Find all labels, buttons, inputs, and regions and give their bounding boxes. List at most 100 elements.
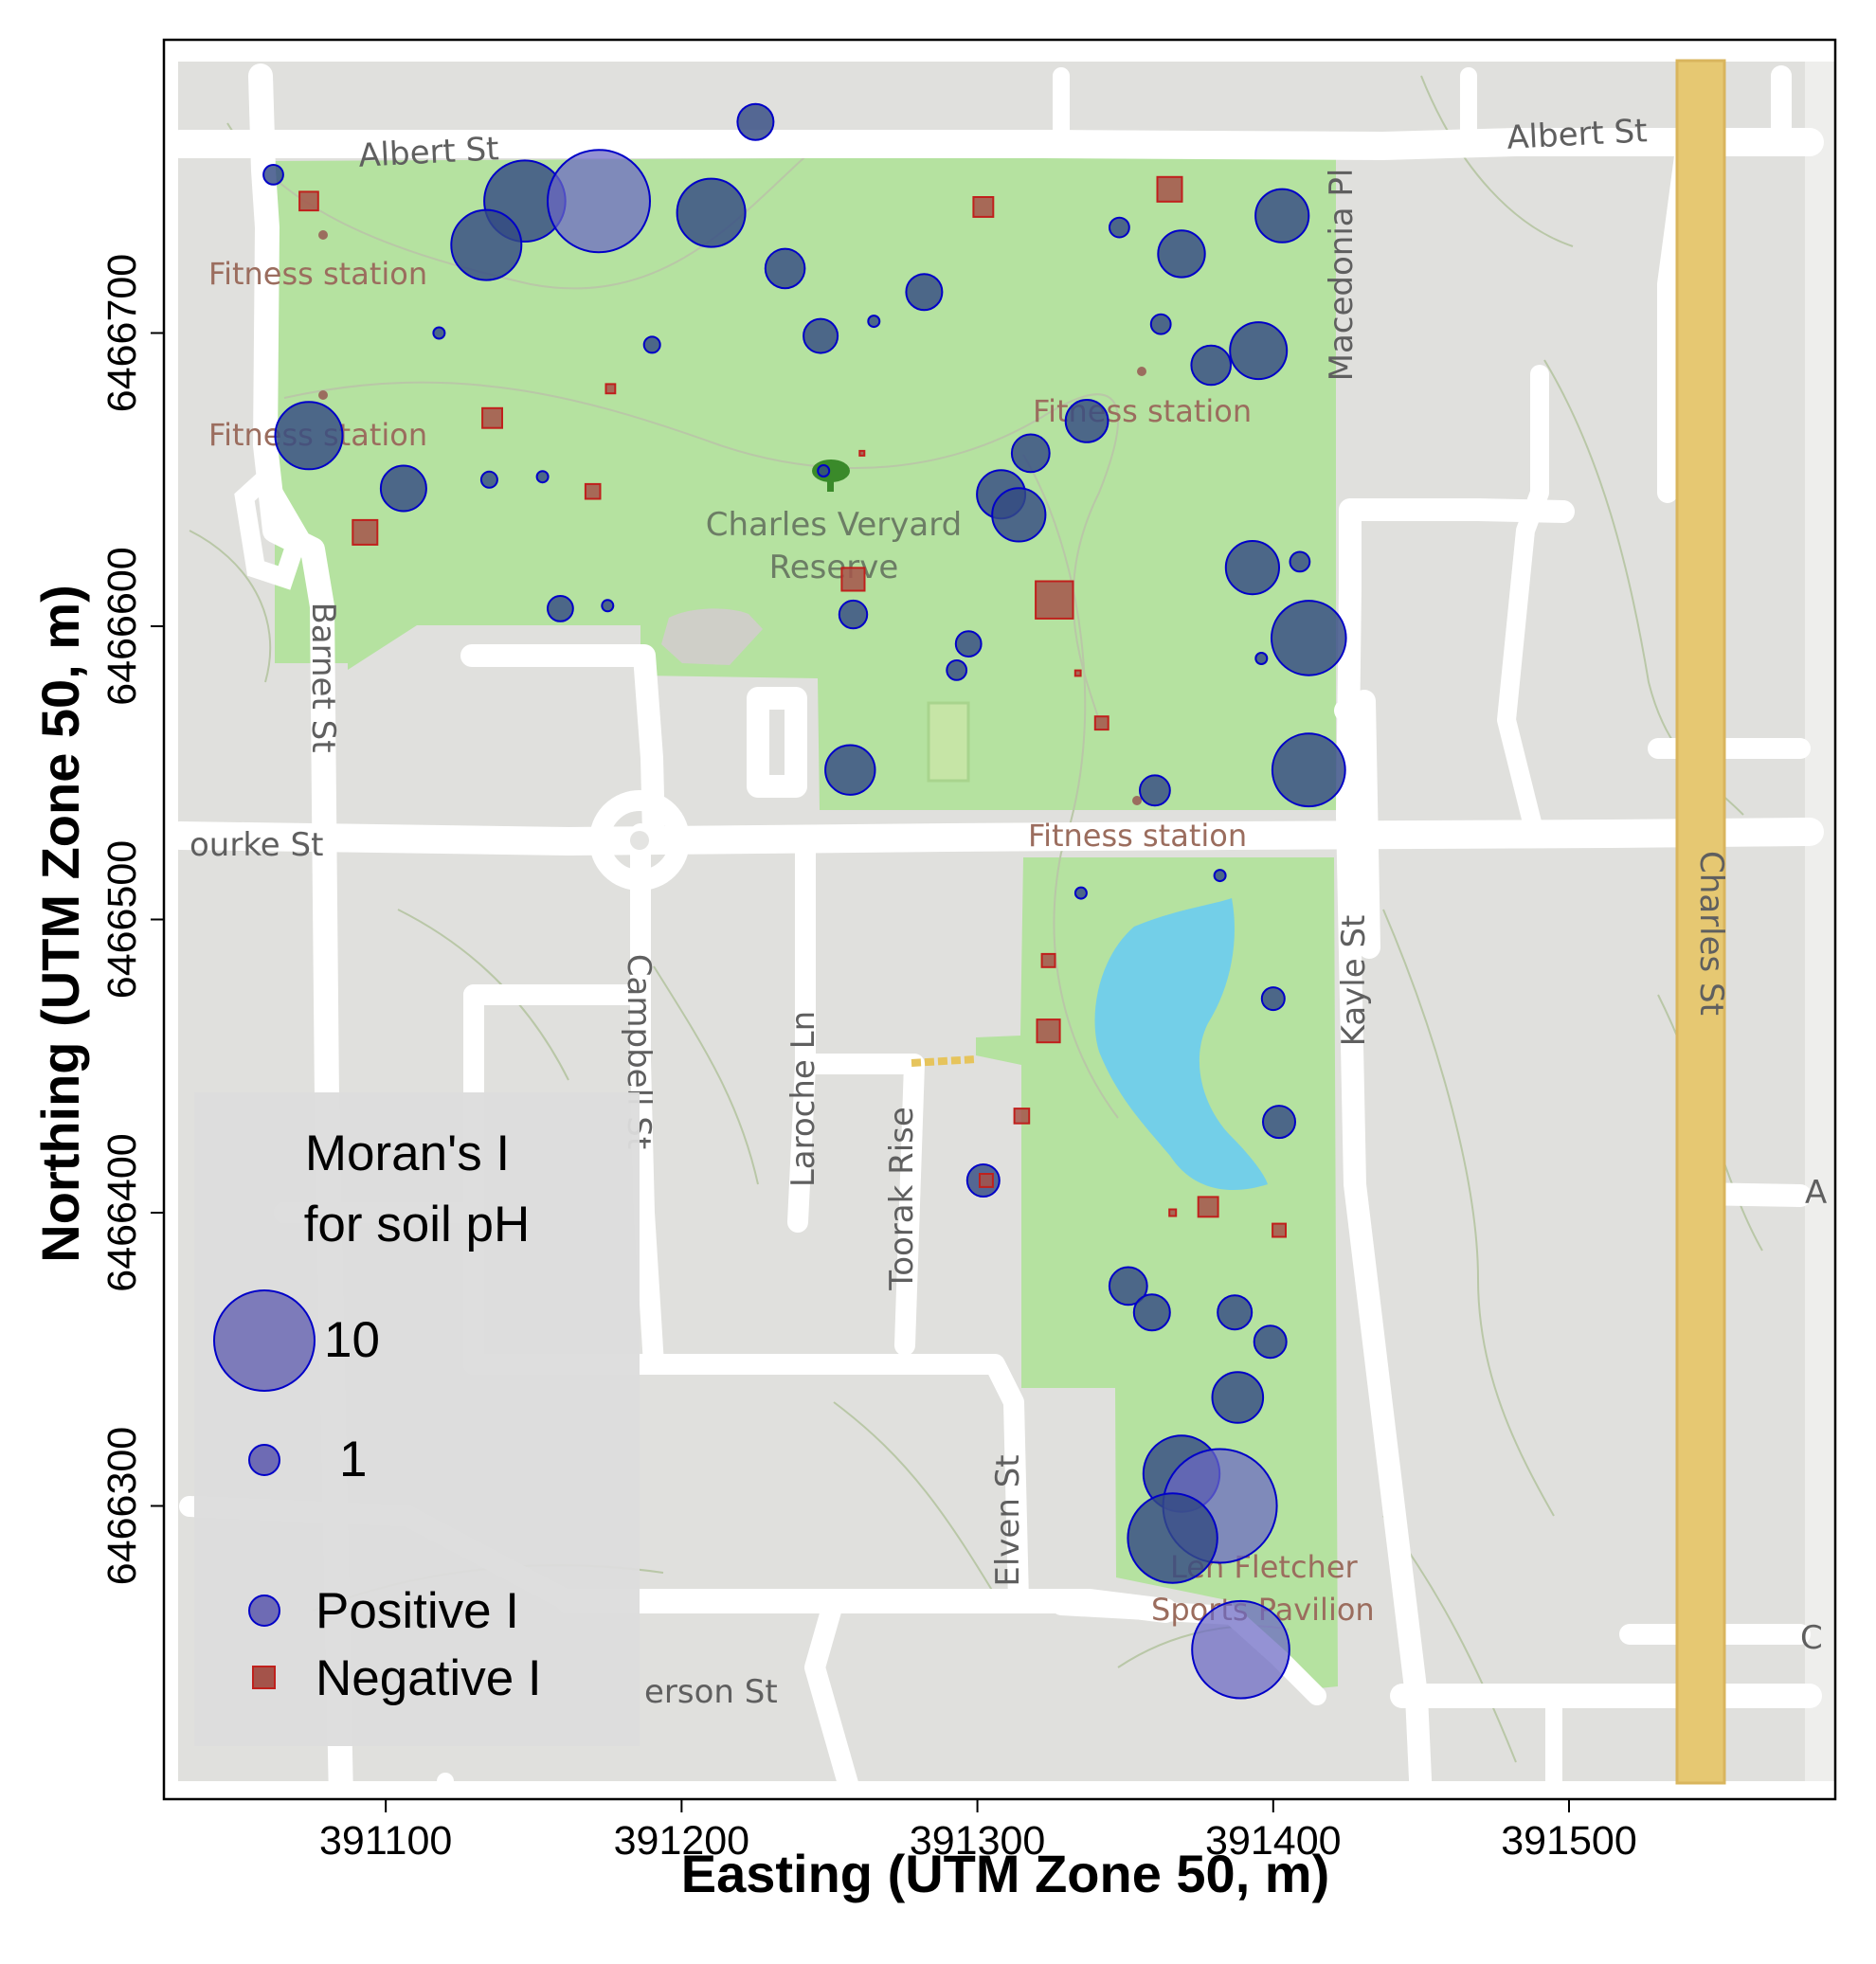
positive-i-point (1254, 188, 1310, 243)
place-label: Reserve (769, 549, 899, 586)
positive-i-point (1190, 344, 1232, 387)
street-label: Elven St (989, 1454, 1027, 1586)
legend-title-line-1: Moran's I (305, 1126, 510, 1181)
negative-i-point (1013, 1108, 1031, 1125)
positive-i-point (547, 595, 574, 622)
positive-i-point (1271, 600, 1347, 676)
positive-i-point (479, 470, 498, 489)
positive-i-point (1224, 540, 1281, 596)
positive-i-point (764, 247, 806, 290)
positive-i-point (1064, 399, 1109, 443)
street-label: Albert St (357, 130, 499, 175)
legend: Moran's I for soil pH 10 1 Positive I Ne… (194, 1092, 640, 1746)
x-axis-label: Easting (UTM Zone 50, m) (681, 1844, 1330, 1903)
place-label: Charles Veryard (706, 506, 962, 544)
y-axis-label: Northing (UTM Zone 50, m) (30, 585, 90, 1263)
positive-i-point (991, 487, 1047, 543)
legend-title-line-2: for soil pH (304, 1197, 531, 1252)
negative-i-point (604, 383, 617, 395)
positive-i-point (954, 630, 983, 658)
positive-i-point (817, 464, 831, 477)
positive-i-point (1109, 216, 1130, 239)
positive-i-point (736, 102, 775, 141)
street-label: C (1800, 1619, 1823, 1657)
street-label: Albert St (1506, 112, 1648, 157)
positive-i-point (1262, 1105, 1296, 1140)
legend-size-large-marker (213, 1289, 316, 1392)
positive-i-point (601, 599, 615, 613)
negative-i-point (1168, 1208, 1178, 1217)
y-tick-label: 6466400 (99, 1133, 145, 1291)
x-tick-label: 391100 (319, 1818, 452, 1864)
positive-i-point (824, 744, 876, 796)
legend-negative-label: Negative I (316, 1650, 542, 1706)
street-label: ourke St (189, 826, 323, 864)
positive-i-point (432, 326, 446, 340)
positive-i-point (803, 317, 839, 354)
positive-i-point (1229, 321, 1289, 381)
negative-i-point (1040, 952, 1056, 968)
positive-i-point (1108, 1266, 1148, 1306)
street-label: Toorak Rise (883, 1107, 921, 1291)
legend-negative-marker (252, 1666, 276, 1689)
legend-size-small-marker (248, 1444, 280, 1476)
data-marks (262, 102, 1347, 1700)
y-tick-label: 6466500 (99, 840, 145, 999)
x-tick-label: 391300 (910, 1818, 1046, 1864)
positive-i-point (905, 273, 944, 312)
negative-i-point (584, 482, 602, 500)
positive-i-point (1073, 886, 1088, 900)
legend-size-small-label: 1 (339, 1432, 367, 1487)
y-axis: 6466300 6466400 6466500 6466600 6466700 (99, 254, 164, 1585)
positive-i-point (1289, 550, 1311, 573)
y-tick-label: 6466700 (99, 254, 145, 412)
y-tick-label: 6466600 (99, 547, 145, 705)
legend-box (194, 1092, 640, 1746)
positive-i-point (262, 164, 284, 186)
x-tick-label: 391200 (614, 1818, 750, 1864)
positive-i-point (535, 470, 550, 484)
legend-positive-marker (248, 1595, 280, 1627)
street-label: Kayle St (1335, 915, 1373, 1047)
negative-i-point (972, 196, 995, 218)
positive-i-point (1139, 774, 1171, 807)
street-label: A (1805, 1174, 1827, 1212)
basemap: Albert St Albert St Macedonia Pl Barnet St o… (164, 40, 1835, 1799)
street-label: Macedonia Pl (1323, 169, 1361, 382)
positive-i-point (1127, 1492, 1218, 1584)
legend-size-large-label: 10 (324, 1312, 380, 1368)
positive-i-point (547, 149, 651, 254)
positive-i-point (1217, 1294, 1254, 1331)
positive-i-point (1213, 869, 1227, 883)
positive-i-point (1211, 1371, 1265, 1424)
negative-i-point (1272, 1222, 1287, 1238)
negative-i-point (1036, 1018, 1061, 1044)
positive-i-point (1132, 1293, 1171, 1332)
positive-i-point (1254, 652, 1269, 665)
x-tick-label: 391500 (1501, 1818, 1637, 1864)
highway-charles-st (1675, 59, 1726, 1785)
negative-i-point (298, 190, 319, 212)
pond (1094, 898, 1268, 1191)
map-labels: Albert St Albert St Macedonia Pl Barnet St o… (189, 112, 1827, 1711)
positive-i-point (1010, 433, 1051, 474)
x-axis: 391100 391200 391300 391400 391500 (319, 1799, 1637, 1864)
positive-i-point (1157, 229, 1206, 279)
negative-i-point (979, 1173, 994, 1188)
positive-i-point (867, 315, 881, 329)
park-north (275, 155, 1336, 810)
street-label: Laroche Ln (785, 1011, 822, 1187)
positive-i-point (642, 335, 661, 354)
street-label: erson St (644, 1673, 778, 1711)
negative-i-point (1093, 715, 1109, 731)
negative-i-point (1035, 580, 1074, 620)
positive-i-point (1149, 313, 1172, 335)
negative-i-point (840, 567, 866, 592)
legend-positive-label: Positive I (316, 1583, 519, 1639)
positive-i-point (1271, 732, 1346, 808)
positive-i-point (1253, 1324, 1288, 1360)
y-tick-label: 6466300 (99, 1427, 145, 1585)
positive-i-point (676, 177, 747, 248)
positive-i-point (946, 659, 968, 681)
